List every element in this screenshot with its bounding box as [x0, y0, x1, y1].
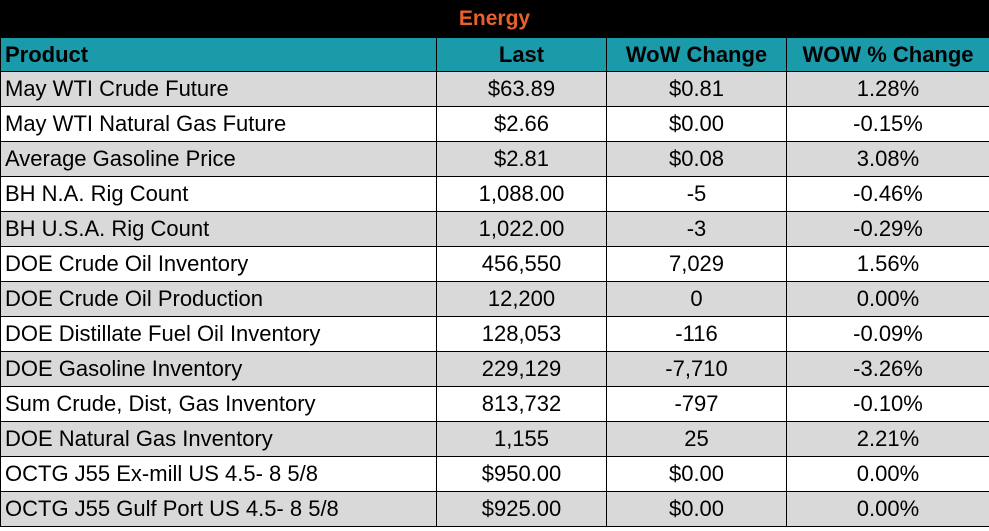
last-cell: $2.66: [436, 106, 607, 142]
wow-change-cell: $0.00: [606, 456, 787, 492]
last-cell: $2.81: [436, 141, 607, 177]
last-cell: $63.89: [436, 71, 607, 107]
wow-change-cell: -5: [606, 176, 787, 212]
wow-pct-change-cell: 0.00%: [786, 281, 989, 317]
wow-change-cell: 7,029: [606, 246, 787, 282]
table-row: OCTG J55 Gulf Port US 4.5- 8 5/8 $925.00 $…: [0, 491, 989, 527]
last-cell: 229,129: [436, 351, 607, 387]
wow-pct-change-cell: 1.56%: [786, 246, 989, 282]
wow-pct-change-cell: 0.00%: [786, 456, 989, 492]
product-cell: DOE Crude Oil Production: [0, 281, 437, 317]
product-cell: OCTG J55 Ex-mill US 4.5- 8 5/8: [0, 456, 437, 492]
wow-change-cell: -797: [606, 386, 787, 422]
wow-pct-change-cell: 3.08%: [786, 141, 989, 177]
wow-change-cell: $0.08: [606, 141, 787, 177]
table-row: Sum Crude, Dist, Gas Inventory 813,732 -79…: [0, 386, 989, 422]
table-row: DOE Crude Oil Inventory 456,550 7,029 1.56%: [0, 246, 989, 282]
table-row: May WTI Natural Gas Future $2.66 $0.00 -0.1…: [0, 106, 989, 142]
wow-pct-change-cell: -0.09%: [786, 316, 989, 352]
wow-pct-change-cell: -0.29%: [786, 211, 989, 247]
table-row: BH U.S.A. Rig Count 1,022.00 -3 -0.29%: [0, 211, 989, 247]
table-row: OCTG J55 Ex-mill US 4.5- 8 5/8 $950.00 $0.…: [0, 456, 989, 492]
product-cell: BH N.A. Rig Count: [0, 176, 437, 212]
last-cell: 813,732: [436, 386, 607, 422]
table-title-bar: Energy: [0, 0, 989, 37]
wow-change-cell: $0.81: [606, 71, 787, 107]
wow-change-cell: -116: [606, 316, 787, 352]
product-cell: DOE Crude Oil Inventory: [0, 246, 437, 282]
product-cell: Sum Crude, Dist, Gas Inventory: [0, 386, 437, 422]
wow-pct-change-cell: -0.10%: [786, 386, 989, 422]
last-cell: 12,200: [436, 281, 607, 317]
wow-pct-change-cell: -0.15%: [786, 106, 989, 142]
table-row: DOE Crude Oil Production 12,200 0 0.00%: [0, 281, 989, 317]
product-cell: DOE Gasoline Inventory: [0, 351, 437, 387]
wow-change-cell: 25: [606, 421, 787, 457]
wow-change-cell: $0.00: [606, 491, 787, 527]
last-cell: 128,053: [436, 316, 607, 352]
last-cell: 1,155: [436, 421, 607, 457]
last-cell: $925.00: [436, 491, 607, 527]
wow-change-cell: 0: [606, 281, 787, 317]
wow-pct-change-cell: -0.46%: [786, 176, 989, 212]
table-row: DOE Gasoline Inventory 229,129 -7,710 -3.26…: [0, 351, 989, 387]
product-cell: OCTG J55 Gulf Port US 4.5- 8 5/8: [0, 491, 437, 527]
column-header-wow-pct-change: WOW % Change: [786, 37, 989, 72]
table-row: DOE Natural Gas Inventory 1,155 25 2.21%: [0, 421, 989, 457]
table-row: Average Gasoline Price $2.81 $0.08 3.08%: [0, 141, 989, 177]
column-header-product: Product: [0, 37, 437, 72]
wow-pct-change-cell: -3.26%: [786, 351, 989, 387]
last-cell: 1,088.00: [436, 176, 607, 212]
table-row: BH N.A. Rig Count 1,088.00 -5 -0.46%: [0, 176, 989, 212]
table-title: Energy: [458, 6, 531, 30]
product-cell: BH U.S.A. Rig Count: [0, 211, 437, 247]
header-row: Product Last WoW Change WOW % Change: [0, 37, 989, 72]
table-row: DOE Distillate Fuel Oil Inventory 128,053…: [0, 316, 989, 352]
table-row: May WTI Crude Future $63.89 $0.81 1.28%: [0, 71, 989, 107]
product-cell: DOE Natural Gas Inventory: [0, 421, 437, 457]
last-cell: 1,022.00: [436, 211, 607, 247]
column-header-wow-change: WoW Change: [606, 37, 787, 72]
product-cell: Average Gasoline Price: [0, 141, 437, 177]
product-cell: May WTI Crude Future: [0, 71, 437, 107]
wow-change-cell: -7,710: [606, 351, 787, 387]
product-cell: May WTI Natural Gas Future: [0, 106, 437, 142]
last-cell: $950.00: [436, 456, 607, 492]
column-header-last: Last: [436, 37, 607, 72]
table-body: May WTI Crude Future $63.89 $0.81 1.28% May …: [0, 71, 989, 527]
product-cell: DOE Distillate Fuel Oil Inventory: [0, 316, 437, 352]
wow-change-cell: -3: [606, 211, 787, 247]
last-cell: 456,550: [436, 246, 607, 282]
wow-pct-change-cell: 1.28%: [786, 71, 989, 107]
energy-table: Product Last WoW Change WOW % Change May…: [0, 37, 989, 527]
wow-pct-change-cell: 2.21%: [786, 421, 989, 457]
wow-pct-change-cell: 0.00%: [786, 491, 989, 527]
wow-change-cell: $0.00: [606, 106, 787, 142]
